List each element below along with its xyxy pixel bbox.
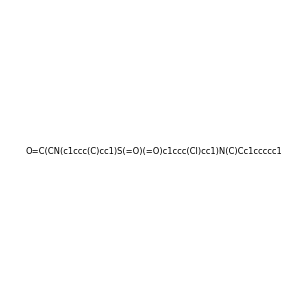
Text: O=C(CN(c1ccc(C)cc1)S(=O)(=O)c1ccc(Cl)cc1)N(C)Cc1ccccc1: O=C(CN(c1ccc(C)cc1)S(=O)(=O)c1ccc(Cl)cc1… — [26, 147, 282, 156]
